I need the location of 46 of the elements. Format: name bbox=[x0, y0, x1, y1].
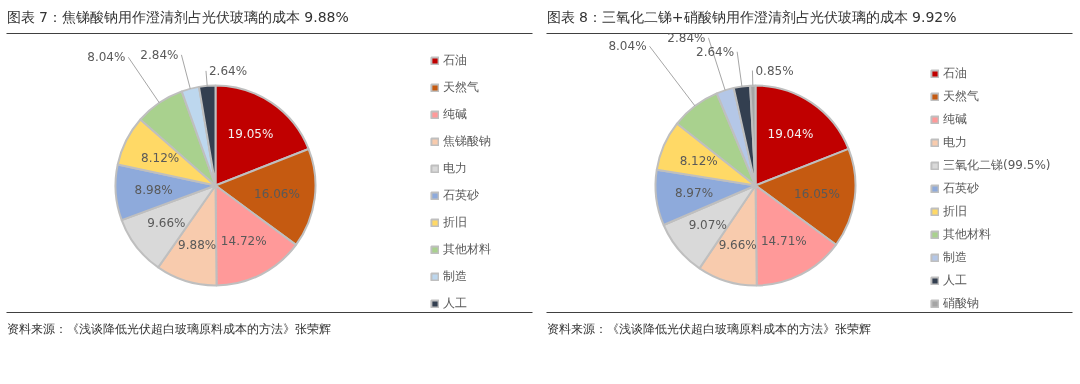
data-label: 2.84% bbox=[667, 30, 706, 45]
legend-label: 其他材料 bbox=[443, 241, 491, 258]
legend-label: 石英砂 bbox=[443, 187, 479, 204]
legend-label: 石英砂 bbox=[943, 180, 979, 197]
data-label: 16.05% bbox=[794, 186, 840, 201]
legend-label: 石油 bbox=[443, 52, 467, 69]
legend-label: 其他材料 bbox=[943, 226, 991, 243]
legend-label: 三氧化二锑(99.5%) bbox=[943, 157, 1051, 174]
legend-label: 电力 bbox=[943, 134, 967, 151]
legend-label: 人工 bbox=[443, 295, 467, 312]
data-label: 8.12% bbox=[679, 153, 718, 168]
data-label: 8.04% bbox=[608, 39, 647, 54]
data-label: 19.05% bbox=[227, 127, 274, 142]
legend-label: 电力 bbox=[443, 160, 467, 177]
data-label: 2.64% bbox=[208, 63, 248, 78]
legend-label: 制造 bbox=[443, 268, 467, 285]
text: 资料来源：《浅谈降低光伏超白玻璃原料成本的方法》张荣辉 bbox=[546, 321, 871, 336]
data-label: 2.64% bbox=[696, 44, 735, 59]
chart-title: 图表 7：焦锑酸钠用作澄清剂占光伏玻璃的成本 9.88% bbox=[6, 8, 349, 25]
data-label: 0.85% bbox=[755, 63, 794, 78]
legend-label: 纯碱 bbox=[943, 111, 967, 128]
legend-label: 折旧 bbox=[443, 214, 467, 231]
data-label: 8.98% bbox=[134, 182, 173, 197]
data-label: 9.88% bbox=[178, 237, 217, 252]
legend-label: 天然气 bbox=[943, 88, 979, 105]
data-label: 8.04% bbox=[87, 50, 126, 65]
legend-label: 天然气 bbox=[443, 79, 479, 96]
text: 资料来源：《浅谈降低光伏超白玻璃原料成本的方法》张荣辉 bbox=[6, 321, 331, 336]
data-label: 8.12% bbox=[141, 150, 180, 165]
data-label: 8.97% bbox=[674, 186, 714, 201]
data-label: 14.72% bbox=[220, 233, 267, 248]
legend-label: 硝酸钠 bbox=[943, 295, 979, 312]
chart-title: 图表 8：三氧化二锑+硝酸钠用作澄清剂占光伏玻璃的成本 9.92% bbox=[546, 8, 957, 25]
legend-label: 石油 bbox=[943, 65, 967, 82]
data-label: 9.07% bbox=[688, 218, 727, 233]
legend-label: 人工 bbox=[943, 272, 967, 289]
legend-label: 焦锑酸钠 bbox=[443, 133, 491, 150]
data-label: 16.06% bbox=[254, 186, 300, 201]
data-label: 19.04% bbox=[767, 127, 814, 142]
legend-label: 制造 bbox=[943, 249, 967, 266]
legend-label: 纯碱 bbox=[443, 106, 467, 123]
data-label: 2.84% bbox=[140, 47, 179, 62]
data-label: 9.66% bbox=[147, 216, 186, 231]
data-label: 9.66% bbox=[718, 237, 757, 252]
data-label: 14.71% bbox=[760, 233, 807, 248]
legend-label: 折旧 bbox=[943, 203, 967, 220]
